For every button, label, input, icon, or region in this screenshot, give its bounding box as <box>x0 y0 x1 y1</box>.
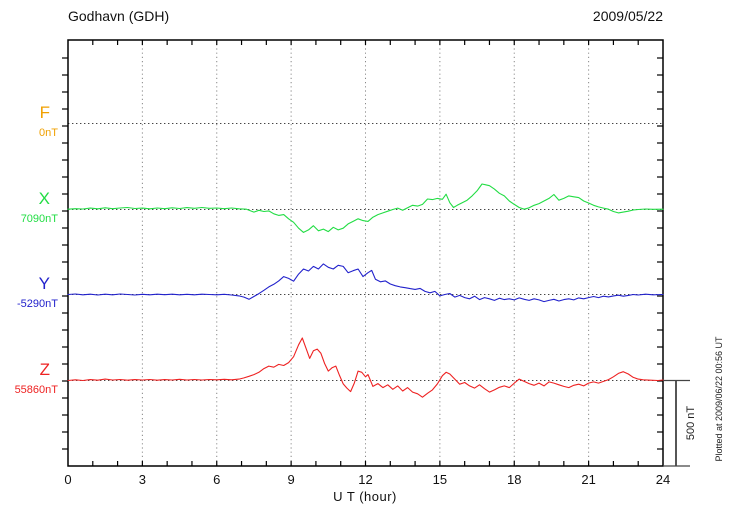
channel-label-f: F <box>39 102 50 122</box>
channel-label-y: Y <box>38 273 50 293</box>
plotted-at-note: Plotted at 2009/06/22 00:56 UT <box>714 336 724 462</box>
x-tick-label: 21 <box>581 472 596 487</box>
x-tick-label: 3 <box>138 472 146 487</box>
x-tick-label: 18 <box>507 472 522 487</box>
plot-frame <box>67 39 664 467</box>
channel-baseline-value-z: 55860nT <box>14 383 58 396</box>
x-axis-label: U T (hour) <box>333 489 397 504</box>
x-tick-label: 6 <box>213 472 221 487</box>
x-tick-label: 15 <box>432 472 448 487</box>
trace-z <box>67 337 664 398</box>
x-tick-label: 24 <box>655 472 671 487</box>
plot-date: 2009/05/22 <box>592 8 663 24</box>
trace-y <box>67 263 664 303</box>
channel-label-x: X <box>38 188 50 208</box>
station-title: Godhavn (GDH) <box>68 8 170 24</box>
channel-label-z: Z <box>39 359 50 379</box>
channel-baseline-value-y: -5290nT <box>17 297 58 310</box>
channel-baseline-value-x: 7090nT <box>20 212 58 225</box>
scale-bar-label: 500 nT <box>685 405 697 441</box>
trace-x <box>67 183 664 233</box>
x-tick-label: 9 <box>287 472 295 487</box>
channel-baseline-value-f: 0nT <box>39 126 58 139</box>
x-tick-label: 12 <box>358 472 373 487</box>
x-tick-label: 0 <box>64 472 72 487</box>
